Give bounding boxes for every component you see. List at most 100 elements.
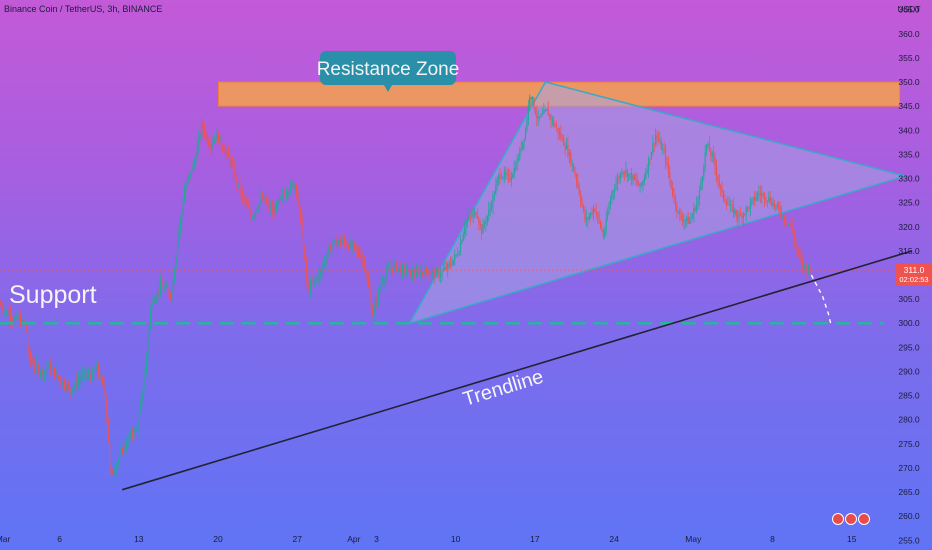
candle[interactable] [802, 259, 804, 267]
candle[interactable] [543, 110, 545, 114]
candle[interactable] [718, 180, 720, 186]
candle[interactable] [267, 202, 269, 204]
candle[interactable] [420, 272, 422, 277]
candle[interactable] [413, 271, 415, 276]
candle[interactable] [789, 223, 791, 226]
candle[interactable] [748, 207, 750, 210]
candle[interactable] [602, 230, 604, 237]
candle[interactable] [389, 269, 391, 270]
candle[interactable] [612, 191, 614, 193]
candle[interactable] [148, 325, 150, 342]
candle[interactable] [192, 164, 194, 172]
candle[interactable] [400, 266, 402, 273]
candle[interactable] [226, 151, 228, 153]
candle[interactable] [713, 153, 715, 158]
candle[interactable] [264, 197, 266, 203]
candle[interactable] [292, 184, 295, 189]
candle[interactable] [782, 215, 784, 218]
candle[interactable] [1, 305, 3, 309]
candle[interactable] [423, 273, 425, 276]
candle[interactable] [557, 127, 559, 134]
candle[interactable] [523, 139, 525, 142]
candle[interactable] [490, 206, 493, 209]
candle[interactable] [69, 388, 71, 392]
candle[interactable] [338, 240, 340, 244]
candle[interactable] [117, 458, 119, 463]
candle[interactable] [86, 375, 88, 377]
candle[interactable] [625, 170, 627, 173]
candle[interactable] [144, 374, 146, 386]
candle[interactable] [515, 168, 517, 170]
candle[interactable] [546, 109, 548, 111]
candle[interactable] [621, 173, 623, 175]
candle[interactable] [506, 174, 508, 175]
candle[interactable] [377, 289, 379, 301]
candle[interactable] [725, 201, 727, 205]
candle[interactable] [570, 152, 572, 165]
candle[interactable] [186, 179, 189, 186]
candle[interactable] [531, 97, 534, 100]
candle[interactable] [759, 193, 761, 196]
candle[interactable] [469, 216, 471, 218]
candle[interactable] [43, 369, 46, 374]
candle[interactable] [175, 256, 177, 269]
candle[interactable] [176, 241, 179, 257]
candle[interactable] [588, 216, 590, 220]
candle[interactable] [302, 235, 305, 246]
candle[interactable] [421, 272, 423, 274]
candle[interactable] [721, 188, 723, 191]
candle[interactable] [457, 254, 459, 256]
trendline[interactable] [121, 250, 913, 491]
candle[interactable] [193, 161, 196, 165]
candle[interactable] [466, 219, 469, 222]
candle[interactable] [68, 386, 70, 389]
candle[interactable] [482, 223, 484, 234]
candle[interactable] [786, 222, 788, 225]
candle[interactable] [459, 243, 462, 254]
candle[interactable] [55, 371, 57, 376]
candle[interactable] [609, 199, 611, 207]
candle[interactable] [539, 116, 541, 118]
candle[interactable] [623, 171, 626, 173]
candle[interactable] [309, 282, 312, 291]
candle[interactable] [649, 158, 651, 160]
candle[interactable] [693, 208, 695, 215]
candle[interactable] [134, 429, 136, 437]
candle[interactable] [516, 159, 518, 170]
candle[interactable] [356, 249, 358, 251]
candle[interactable] [349, 241, 351, 249]
candle[interactable] [679, 210, 681, 216]
candle[interactable] [217, 132, 220, 141]
candle[interactable] [114, 468, 116, 472]
candle[interactable] [471, 216, 473, 218]
candle[interactable] [29, 353, 32, 360]
candle[interactable] [730, 204, 732, 206]
candle[interactable] [240, 192, 242, 194]
candle[interactable] [8, 314, 10, 316]
candle[interactable] [608, 206, 610, 215]
candle[interactable] [448, 263, 450, 265]
candle[interactable] [734, 210, 736, 214]
candle[interactable] [437, 270, 439, 273]
candle[interactable] [341, 241, 343, 244]
candle[interactable] [307, 279, 309, 287]
candle[interactable] [216, 132, 218, 141]
candle[interactable] [324, 262, 326, 265]
candle[interactable] [178, 230, 180, 242]
candle[interactable] [568, 152, 570, 156]
candle[interactable] [485, 221, 487, 224]
candle[interactable] [547, 109, 549, 116]
candle[interactable] [672, 188, 674, 195]
candle[interactable] [745, 207, 747, 214]
candle[interactable] [711, 153, 713, 156]
candle[interactable] [314, 279, 316, 281]
event-flag-icon[interactable] [845, 513, 857, 525]
candle[interactable] [434, 270, 436, 277]
candle[interactable] [601, 227, 603, 231]
candle[interactable] [352, 243, 354, 246]
candle[interactable] [196, 145, 198, 159]
candle[interactable] [628, 173, 630, 177]
candle[interactable] [295, 184, 297, 192]
candle[interactable] [335, 240, 337, 248]
candle[interactable] [427, 270, 429, 274]
